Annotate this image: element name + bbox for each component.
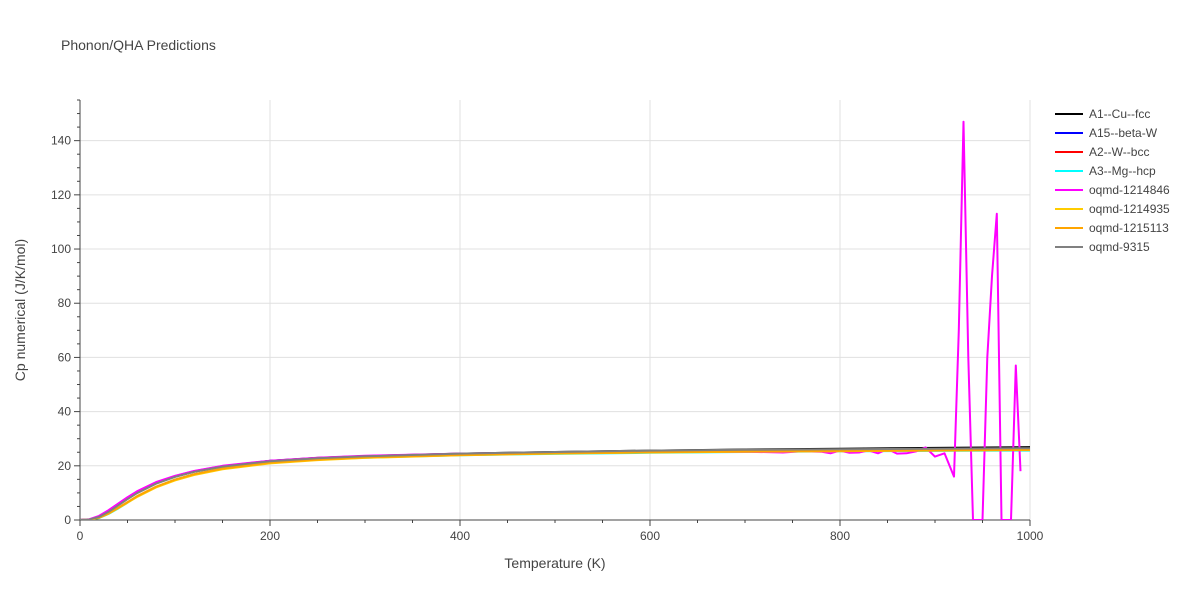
y-axis-ticks: 0 20 40 60 80 100 120 140 [51,99,80,527]
legend-label: A2--W--bcc [1089,145,1149,159]
series-line-oqmd-1215113 [80,448,1030,520]
legend-item[interactable]: oqmd-9315 [1055,240,1150,254]
x-tick-label: 200 [260,529,280,543]
x-tick-label: 800 [830,529,850,543]
legend-label: A15--beta-W [1089,126,1158,140]
x-axis-ticks: 0 200 400 600 800 1000 [77,520,1044,543]
x-axis-title: Temperature (K) [504,555,605,571]
legend-item[interactable]: oqmd-1214935 [1055,202,1170,216]
x-tick-label: 400 [450,529,470,543]
y-tick-label: 40 [58,405,72,419]
series-line-oqmd-1214846 [80,120,1022,520]
y-tick-label: 140 [51,134,71,148]
y-tick-label: 20 [58,459,72,473]
legend-label: oqmd-9315 [1089,240,1150,254]
legend-item[interactable]: oqmd-1215113 [1055,221,1169,235]
legend-label: A1--Cu--fcc [1089,107,1150,121]
x-tick-label: 1000 [1017,529,1044,543]
legend-item[interactable]: A2--W--bcc [1055,145,1149,159]
legend[interactable]: A1--Cu--fcc A15--beta-W A2--W--bcc A3--Mg--… [1055,107,1170,254]
y-tick-label: 100 [51,242,71,256]
legend-item[interactable]: oqmd-1214846 [1055,183,1170,197]
chart-title: Phonon/QHA Predictions [61,37,216,53]
y-tick-label: 0 [64,513,71,527]
legend-item[interactable]: A3--Mg--hcp [1055,164,1156,178]
legend-label: A3--Mg--hcp [1089,164,1156,178]
y-axis-title: Cp numerical (J/K/mol) [12,239,28,381]
legend-item[interactable]: A1--Cu--fcc [1055,107,1150,121]
x-tick-label: 0 [77,529,84,543]
legend-label: oqmd-1215113 [1089,221,1169,235]
series-lines [80,120,1030,520]
y-tick-label: 120 [51,188,71,202]
y-tick-label: 80 [58,296,72,310]
legend-item[interactable]: A15--beta-W [1055,126,1158,140]
x-tick-label: 600 [640,529,660,543]
series-line-oqmd-9315 [80,447,1030,520]
legend-label: oqmd-1214846 [1089,183,1170,197]
legend-label: oqmd-1214935 [1089,202,1170,216]
y-tick-label: 60 [58,350,72,364]
